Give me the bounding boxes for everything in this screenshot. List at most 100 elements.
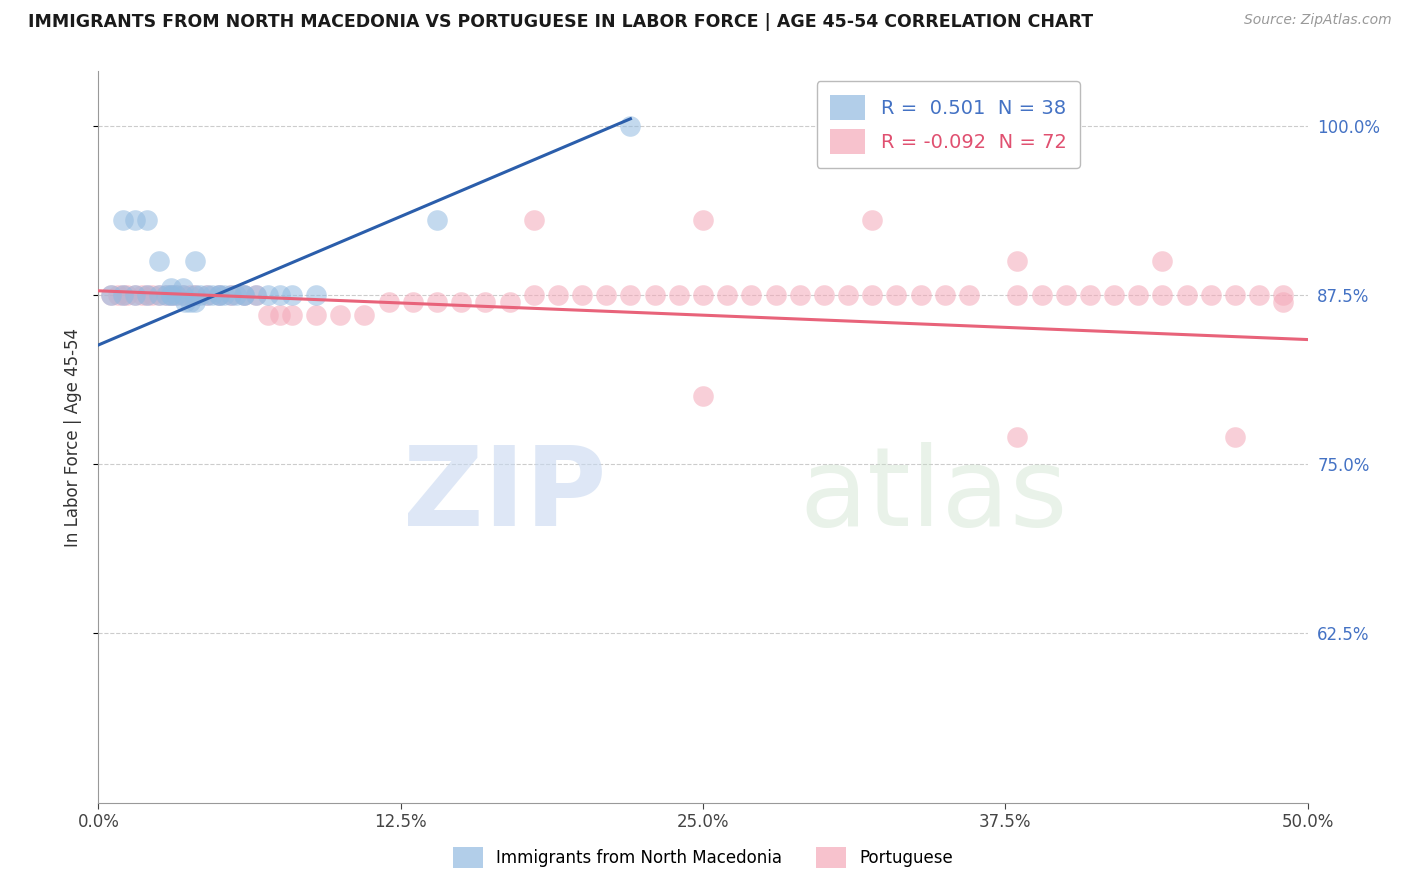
Point <box>165 288 187 302</box>
Point <box>232 288 254 302</box>
Point <box>547 288 569 302</box>
Point <box>135 288 157 302</box>
Point <box>256 308 278 322</box>
Point <box>148 288 170 302</box>
Point <box>860 213 883 227</box>
Point <box>1078 288 1101 302</box>
Point <box>1272 288 1295 302</box>
Point <box>692 288 714 302</box>
Point <box>377 294 399 309</box>
Point <box>1007 288 1029 302</box>
Point <box>740 288 762 302</box>
Point <box>172 288 194 302</box>
Point <box>619 119 641 133</box>
Point <box>450 294 472 309</box>
Point <box>111 288 134 302</box>
Point <box>245 288 267 302</box>
Point <box>269 288 291 302</box>
Point <box>160 288 183 302</box>
Point <box>571 288 593 302</box>
Point <box>148 288 170 302</box>
Point <box>353 308 375 322</box>
Point <box>474 294 496 309</box>
Point <box>124 213 146 227</box>
Point <box>523 288 546 302</box>
Point <box>619 288 641 302</box>
Point <box>305 288 328 302</box>
Point <box>111 288 134 302</box>
Text: atlas: atlas <box>800 442 1069 549</box>
Point <box>716 288 738 302</box>
Point <box>155 288 177 302</box>
Point <box>934 288 956 302</box>
Point <box>595 288 617 302</box>
Point <box>179 294 201 309</box>
Text: ZIP: ZIP <box>404 442 606 549</box>
Point <box>1031 288 1053 302</box>
Point <box>1152 254 1174 268</box>
Point <box>160 281 183 295</box>
Point <box>1249 288 1271 302</box>
Point <box>1223 430 1246 444</box>
Point <box>111 213 134 227</box>
Point <box>668 288 690 302</box>
Point <box>245 288 267 302</box>
Point <box>135 213 157 227</box>
Point <box>886 288 908 302</box>
Point <box>107 288 129 302</box>
Point <box>789 288 811 302</box>
Point <box>184 254 207 268</box>
Point <box>692 389 714 403</box>
Point <box>329 308 352 322</box>
Point <box>269 308 291 322</box>
Point <box>644 288 666 302</box>
Legend: R =  0.501  N = 38, R = -0.092  N = 72: R = 0.501 N = 38, R = -0.092 N = 72 <box>817 81 1080 168</box>
Point <box>188 288 211 302</box>
Point <box>426 294 449 309</box>
Point <box>402 294 425 309</box>
Point <box>179 288 201 302</box>
Point <box>124 288 146 302</box>
Point <box>208 288 231 302</box>
Point <box>1007 430 1029 444</box>
Point <box>256 288 278 302</box>
Point <box>184 294 207 309</box>
Point <box>212 288 235 302</box>
Point <box>221 288 243 302</box>
Point <box>498 294 520 309</box>
Point <box>160 288 183 302</box>
Point <box>135 288 157 302</box>
Point <box>1128 288 1150 302</box>
Point <box>1223 288 1246 302</box>
Point <box>201 288 224 302</box>
Point <box>426 213 449 227</box>
Point <box>1272 294 1295 309</box>
Point <box>208 288 231 302</box>
Point <box>131 288 153 302</box>
Legend: Immigrants from North Macedonia, Portuguese: Immigrants from North Macedonia, Portugu… <box>447 840 959 875</box>
Point <box>1054 288 1077 302</box>
Point <box>184 288 207 302</box>
Point <box>1152 288 1174 302</box>
Text: IMMIGRANTS FROM NORTH MACEDONIA VS PORTUGUESE IN LABOR FORCE | AGE 45-54 CORRELA: IMMIGRANTS FROM NORTH MACEDONIA VS PORTU… <box>28 13 1094 31</box>
Point <box>910 288 932 302</box>
Point <box>860 288 883 302</box>
Point <box>195 288 218 302</box>
Point <box>148 254 170 268</box>
Point <box>208 288 231 302</box>
Point <box>281 288 304 302</box>
Point <box>813 288 835 302</box>
Point <box>184 288 207 302</box>
Point <box>232 288 254 302</box>
Point <box>100 288 122 302</box>
Point <box>523 213 546 227</box>
Y-axis label: In Labor Force | Age 45-54: In Labor Force | Age 45-54 <box>65 327 83 547</box>
Point <box>195 288 218 302</box>
Point <box>1199 288 1222 302</box>
Point <box>281 308 304 322</box>
Point <box>117 288 139 302</box>
Text: Source: ZipAtlas.com: Source: ZipAtlas.com <box>1244 13 1392 28</box>
Point <box>957 288 980 302</box>
Point <box>160 288 183 302</box>
Point <box>221 288 243 302</box>
